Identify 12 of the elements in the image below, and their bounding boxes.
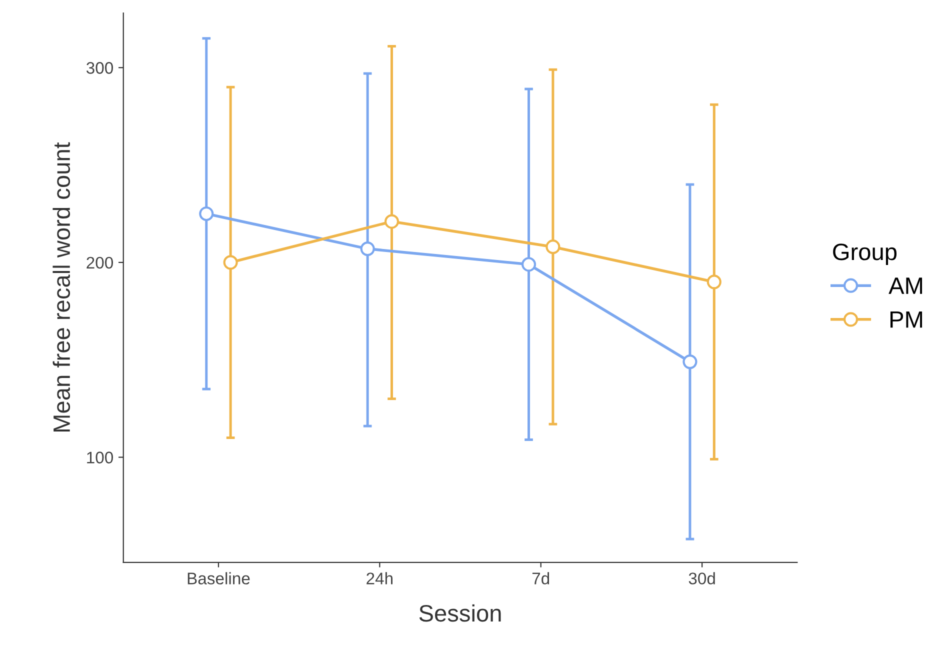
y-axis-title: Mean free recall word count (52, 142, 70, 432)
y-tick-label: 200 (86, 256, 113, 269)
x-tick-label: 7d (532, 572, 550, 584)
x-axis-title: Session (419, 604, 501, 622)
legend-title: Group (833, 244, 897, 265)
y-tick-label: 100 (87, 452, 113, 464)
legend-label: AM (888, 278, 922, 294)
x-tick-label: Baseline (188, 572, 250, 584)
x-tick-label: 30d (688, 572, 715, 584)
y-tick-label: 300 (86, 62, 113, 74)
legend-label: PM (890, 311, 922, 328)
x-tick-label: 24h (366, 572, 392, 584)
